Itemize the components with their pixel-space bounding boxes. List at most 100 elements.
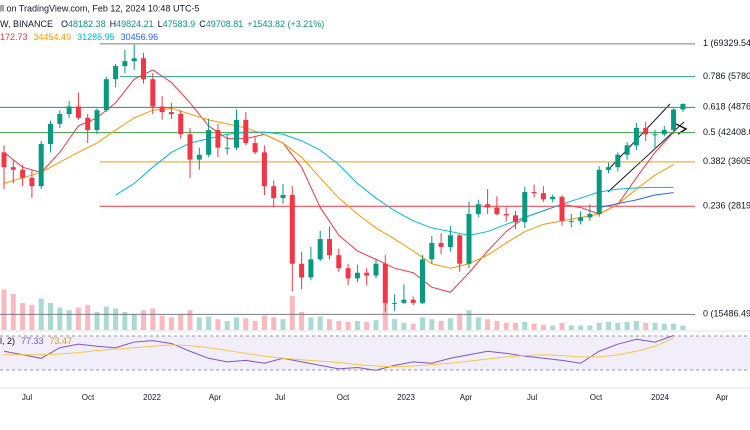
volume-bar <box>457 313 463 330</box>
volume-bar <box>392 319 398 330</box>
candle-body <box>336 255 342 269</box>
candle-body <box>327 239 332 256</box>
volume-bar <box>271 317 277 330</box>
volume-bar <box>308 317 314 330</box>
candle-body <box>382 263 388 303</box>
candle-body <box>57 113 63 124</box>
candle-body <box>150 79 156 107</box>
x-tick-label: Apr <box>460 393 473 402</box>
candle-body <box>215 130 221 148</box>
candle-body <box>1 152 7 168</box>
candle-body <box>141 58 146 80</box>
volume-bar <box>215 319 221 330</box>
candle-body <box>94 110 100 131</box>
volume-bar <box>513 322 518 330</box>
volume-bar <box>587 325 593 330</box>
rsi-line <box>3 335 674 371</box>
volume-bar <box>141 310 146 330</box>
volume-bar <box>522 321 528 330</box>
rsi-label: l, 2) <box>0 336 15 346</box>
ohlc-prefix: H <box>110 19 117 29</box>
symbol: W, BINANCE <box>0 19 53 29</box>
volume-bar <box>178 313 184 330</box>
candle-body <box>606 167 611 170</box>
candle-body <box>85 117 91 131</box>
volume-bar <box>103 306 109 330</box>
x-tick-label: Oct <box>590 393 603 402</box>
fib-label: 1 (69329.54) <box>703 38 750 48</box>
volume-bar <box>596 322 602 330</box>
volume-bar <box>466 310 472 330</box>
volume-bar <box>559 322 565 330</box>
volume-bar <box>373 320 379 330</box>
ohlc-prefix: C <box>199 19 206 29</box>
volume-bar <box>624 321 630 330</box>
volume-bar <box>568 325 574 330</box>
candle-body <box>20 169 26 178</box>
candle-body <box>206 130 212 155</box>
rsi-legend: l, 2) 77.33 73.47 <box>0 336 72 346</box>
rsi-band <box>0 336 750 370</box>
volume-bar <box>85 304 91 330</box>
candle-body <box>540 193 546 200</box>
volume-bar <box>94 312 100 330</box>
ma-legend: 172.73 34454.49 31285.95 30456.96 <box>0 32 158 42</box>
rsi-ma-line <box>4 337 674 368</box>
volume-bar <box>252 321 258 330</box>
fib-label: 0.236 (28193. <box>703 201 750 211</box>
volume-bar <box>20 303 26 330</box>
candle-body <box>234 119 239 148</box>
volume-bar <box>10 294 16 330</box>
candle-body <box>457 235 463 264</box>
volume-bar <box>680 325 686 330</box>
candle-body <box>596 169 602 215</box>
fib-label: 0 (15486.49) <box>703 309 750 319</box>
candle-body <box>29 177 35 187</box>
x-tick-label: Apr <box>209 393 222 402</box>
volume-bar <box>578 325 584 330</box>
volume-bar <box>550 325 556 330</box>
candle-body <box>75 106 81 118</box>
x-tick-label: 2023 <box>397 393 415 402</box>
rsi-ma-value: 73.47 <box>50 336 73 346</box>
candle-body <box>568 220 574 222</box>
volume-bar <box>317 316 323 330</box>
candle-body <box>671 109 677 131</box>
volume-bar <box>113 308 119 330</box>
candle-body <box>475 204 481 215</box>
volume-bar <box>429 319 435 330</box>
ma-value: 34454.49 <box>34 32 72 42</box>
candle-body <box>280 195 286 199</box>
ma-value: 31285.95 <box>77 32 115 42</box>
grid <box>0 330 750 389</box>
fib-label: 0.5 (42408.01 <box>703 127 750 137</box>
candle-body <box>345 268 351 279</box>
volume-bar <box>382 303 388 330</box>
candle-body <box>289 195 295 264</box>
candle-body <box>252 143 258 153</box>
candle-body <box>159 106 165 113</box>
volume-bar <box>206 316 212 330</box>
volume-bar <box>299 312 305 330</box>
candle-body <box>494 207 500 215</box>
x-tick-label: Oct <box>337 393 350 402</box>
volume-bar <box>420 317 425 330</box>
candle-body <box>643 127 649 135</box>
volume-bar <box>345 321 351 330</box>
candle-body <box>624 145 630 155</box>
volume-bar <box>159 315 165 330</box>
x-tick-label: 2022 <box>143 393 161 402</box>
ohlc-prefix: O <box>61 19 68 29</box>
candle-body <box>503 214 509 216</box>
volume-bar <box>531 323 537 330</box>
candle-body <box>447 235 453 247</box>
volume-bar <box>289 295 295 330</box>
candle-body <box>652 134 658 136</box>
candle-body <box>187 134 193 160</box>
volume-bar <box>485 319 491 330</box>
ma-value: 172.73 <box>0 32 28 42</box>
ohlc-value: 48182.38 <box>68 19 106 29</box>
volume-bar <box>29 304 35 330</box>
candle-body <box>373 263 379 276</box>
